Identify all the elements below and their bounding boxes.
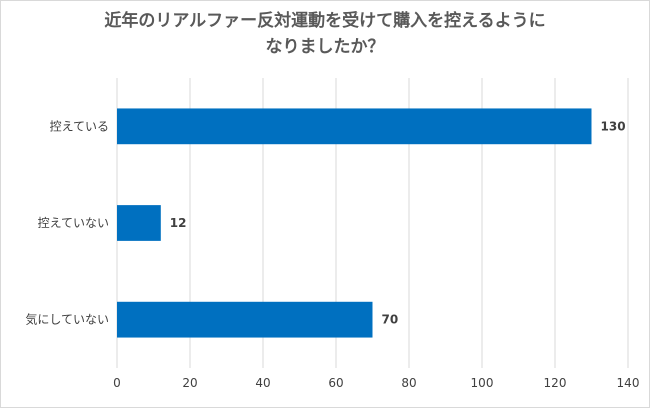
x-tick-label-7: 140: [617, 376, 640, 390]
category-label-0: 控えている: [50, 119, 109, 133]
x-tick-label-1: 20: [182, 376, 197, 390]
chart-title-line-2: なりましたか？: [265, 37, 385, 57]
data-label-2: 70: [382, 313, 399, 327]
x-tick-label-3: 60: [328, 376, 343, 390]
data-label-0: 130: [601, 119, 626, 133]
category-label-2: 気にしていない: [25, 312, 109, 327]
chart-title: 近年のリアルファー反対運動を受けて購入を控えるように なりましたか？: [0, 8, 650, 60]
x-tick-label-5: 100: [471, 376, 494, 390]
x-tick-label-2: 40: [255, 376, 270, 390]
bar-2: [117, 301, 373, 338]
data-label-1: 12: [170, 216, 187, 230]
x-tick-label-0: 0: [113, 376, 121, 390]
x-tick-label-4: 80: [401, 376, 416, 390]
x-tick-label-6: 120: [544, 376, 567, 390]
bar-0: [117, 108, 592, 145]
category-label-1: 控えていない: [38, 216, 109, 230]
bar-1: [117, 205, 161, 241]
chart-title-line-1: 近年のリアルファー反対運動を受けて購入を控えるように: [104, 11, 546, 31]
